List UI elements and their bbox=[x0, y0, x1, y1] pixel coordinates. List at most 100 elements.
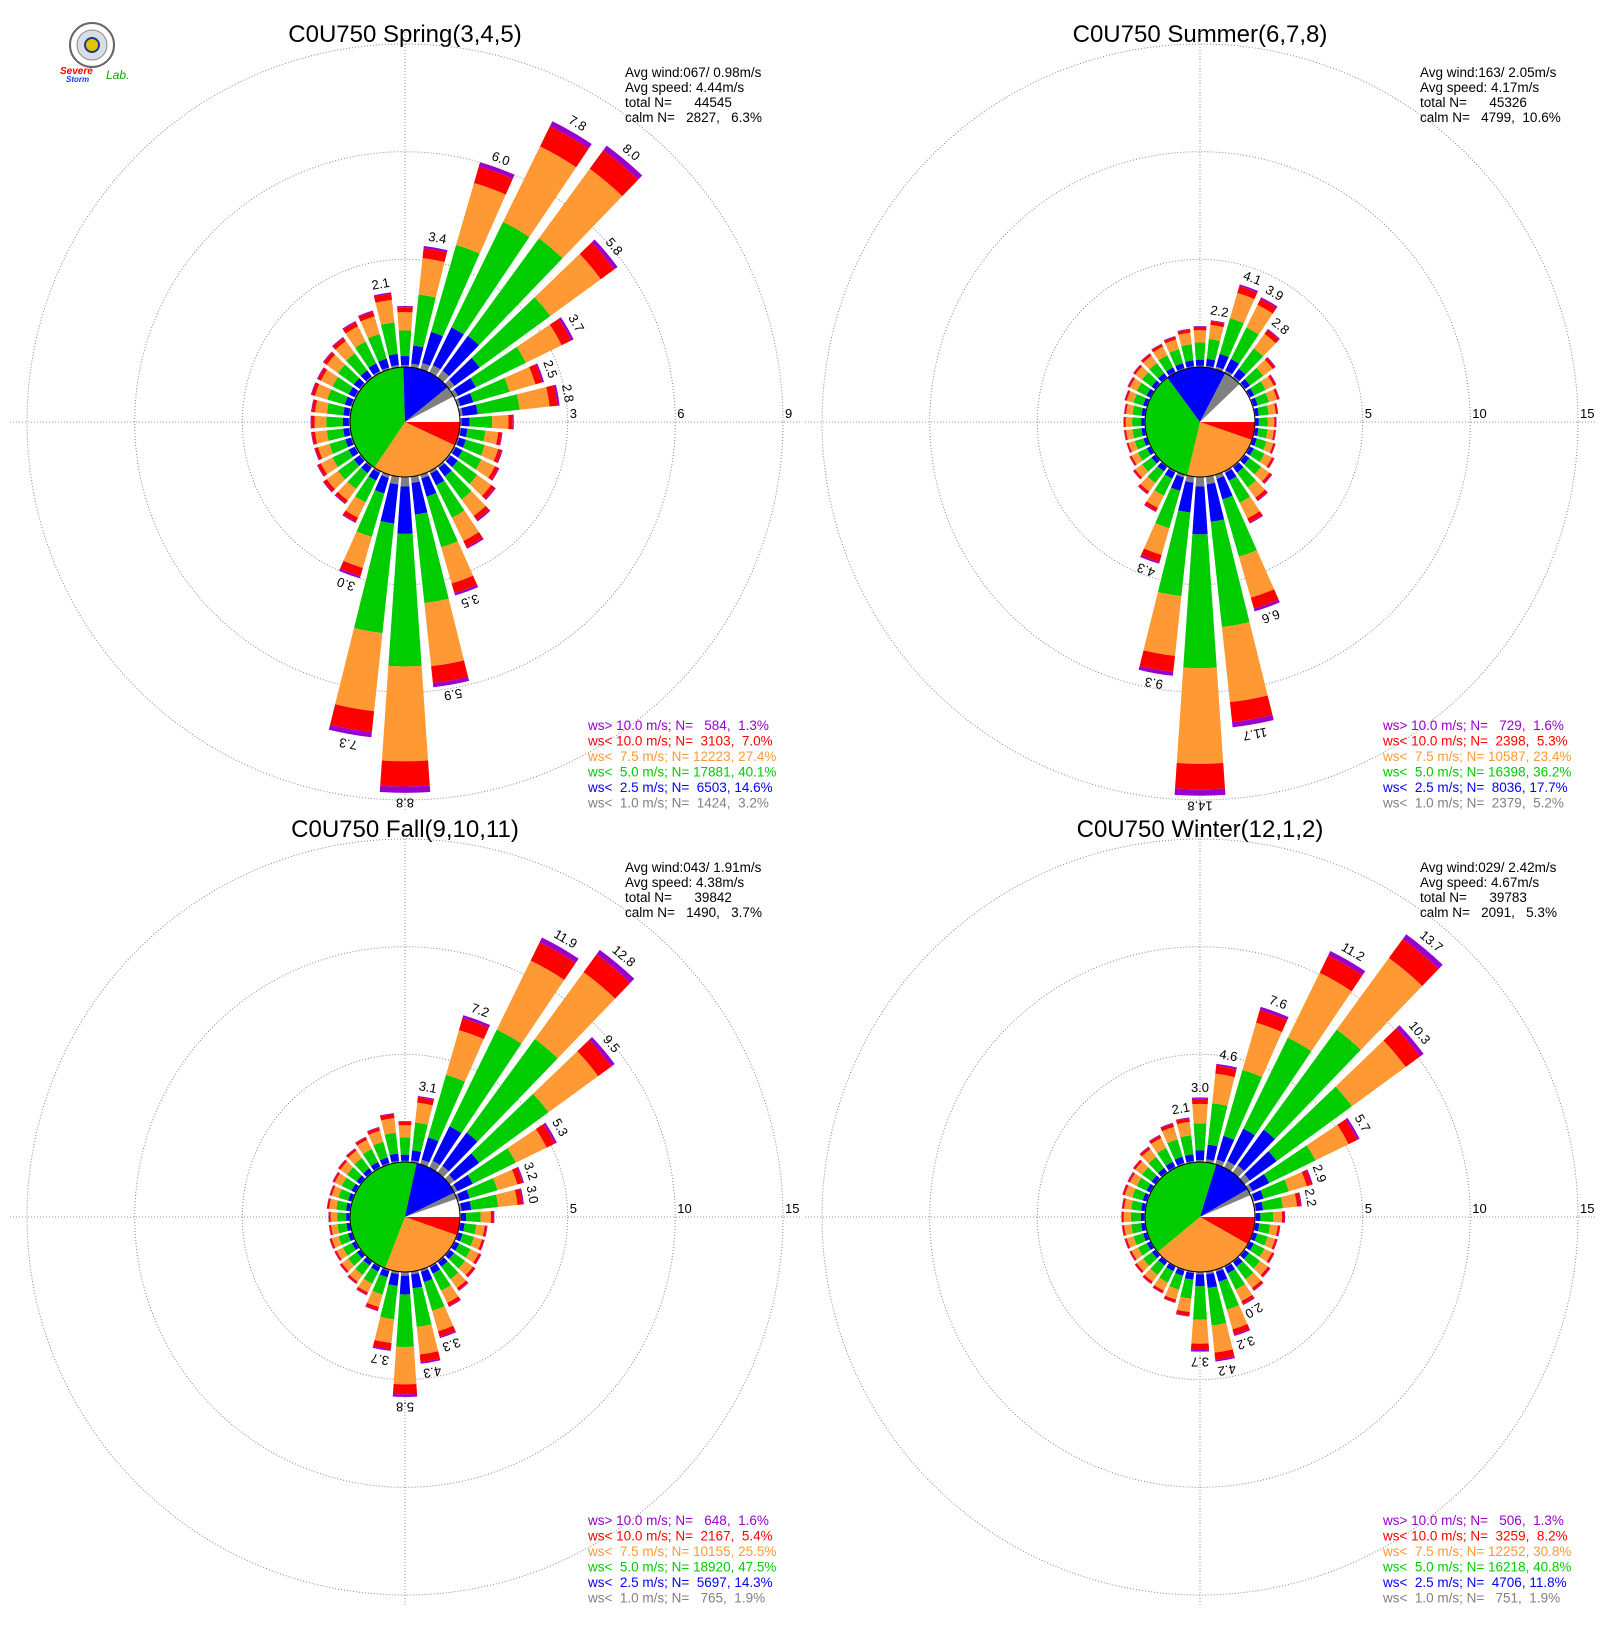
bar-segment bbox=[451, 446, 463, 458]
bar-segment bbox=[343, 531, 372, 568]
bar-segment bbox=[488, 466, 499, 481]
bar-segment bbox=[1135, 464, 1149, 478]
bar-segment bbox=[1280, 1193, 1298, 1209]
bar-segment bbox=[457, 1189, 470, 1202]
bar-segment bbox=[326, 354, 346, 374]
bar-segment bbox=[1241, 1294, 1255, 1305]
bar-segment bbox=[1181, 344, 1194, 362]
pie-slice bbox=[374, 422, 455, 478]
bar-segment bbox=[1268, 1224, 1278, 1236]
bar-segment bbox=[1301, 1169, 1312, 1187]
bar-segment bbox=[392, 1393, 418, 1397]
bar-segment bbox=[1337, 1119, 1358, 1145]
bar-segment bbox=[449, 1029, 522, 1134]
wind-rose-bar: 6.6 bbox=[1215, 472, 1282, 627]
wind-rose-bar bbox=[1254, 416, 1277, 428]
bar-segment bbox=[1206, 1273, 1218, 1288]
wind-rose-bar bbox=[1129, 446, 1155, 466]
bar-segment bbox=[1151, 1175, 1160, 1185]
wind-rose-bar: 8.0 bbox=[437, 141, 643, 383]
bar-segment bbox=[1253, 1260, 1268, 1276]
bar-value-label: 7.6 bbox=[1267, 992, 1289, 1012]
bar-segment bbox=[1219, 318, 1244, 358]
bar-segment bbox=[342, 321, 357, 330]
bar-segment bbox=[1129, 456, 1136, 466]
pie-slice bbox=[1200, 1164, 1248, 1217]
range-ring bbox=[929, 946, 1471, 1488]
bar-segment bbox=[539, 937, 579, 963]
bar-segment bbox=[358, 1278, 373, 1293]
bar-segment bbox=[332, 449, 353, 468]
bar-segment bbox=[465, 428, 486, 442]
bar-segment bbox=[512, 414, 514, 430]
ring-label: 3 bbox=[570, 406, 577, 421]
bar-segment bbox=[328, 1211, 331, 1223]
wind-rose-bar bbox=[459, 414, 514, 430]
bar-segment bbox=[1254, 1233, 1268, 1246]
wind-rose-bar bbox=[342, 321, 381, 377]
bar-value-label: 2.8 bbox=[559, 383, 577, 403]
bar-segment bbox=[368, 363, 381, 375]
wind-rose-bar: 3.0 bbox=[1191, 1080, 1209, 1163]
wind-rose-bar bbox=[332, 336, 373, 383]
bar-segment bbox=[1165, 339, 1180, 353]
bar-segment bbox=[326, 1198, 330, 1209]
bar-segment bbox=[400, 476, 410, 487]
bar-segment bbox=[1140, 548, 1162, 563]
bar-segment bbox=[1127, 376, 1134, 387]
bar-segment bbox=[1137, 448, 1151, 461]
bar-segment bbox=[467, 238, 563, 346]
bar-segment bbox=[348, 1232, 355, 1242]
wind-rose-bar bbox=[1175, 1270, 1195, 1317]
wind-rose-bar bbox=[1254, 1211, 1286, 1223]
bar-segment bbox=[481, 484, 495, 500]
bar-segment bbox=[342, 417, 349, 427]
bar-segment bbox=[316, 367, 325, 380]
bar-segment bbox=[1244, 1151, 1277, 1181]
bar-segment bbox=[1144, 501, 1158, 512]
pie-slice bbox=[1200, 373, 1240, 422]
pie-slice bbox=[405, 1192, 457, 1217]
bar-segment bbox=[381, 472, 390, 478]
bar-segment bbox=[1193, 326, 1207, 331]
bar-segment bbox=[339, 1264, 348, 1274]
bar-segment bbox=[1195, 359, 1205, 366]
ring-label: 15 bbox=[1580, 1201, 1594, 1216]
bar-segment bbox=[1132, 1159, 1141, 1169]
wind-rose-bar: 12.8 bbox=[437, 942, 638, 1178]
bar-segment bbox=[1157, 1147, 1173, 1166]
bar-segment bbox=[1176, 667, 1224, 764]
bar-segment bbox=[1194, 342, 1206, 360]
bar-segment bbox=[417, 1097, 434, 1106]
legend-entry: ws< 5.0 m/s; N= 16218, 40.8% bbox=[1382, 1560, 1571, 1575]
bar-segment bbox=[1244, 458, 1262, 475]
bar-segment bbox=[1265, 389, 1278, 403]
bar-segment bbox=[1256, 1010, 1288, 1033]
bar-segment bbox=[444, 454, 451, 462]
bar-segment bbox=[351, 1183, 359, 1193]
bar-segment bbox=[441, 1261, 459, 1280]
wind-rose-bar: 9.5 bbox=[444, 1032, 623, 1185]
bar-value-label: 3.5 bbox=[459, 591, 481, 611]
bar-segment bbox=[1185, 360, 1195, 368]
bar-segment bbox=[1239, 1174, 1250, 1185]
bar-segment bbox=[1266, 457, 1275, 468]
wind-rose-bar: 5.7 bbox=[1245, 1111, 1374, 1193]
bar-segment bbox=[1294, 1192, 1301, 1207]
bar-segment bbox=[483, 430, 499, 445]
bar-segment bbox=[1132, 428, 1143, 439]
bar-segment bbox=[365, 1305, 379, 1312]
bar-segment bbox=[1122, 1184, 1127, 1195]
wind-rose-bar bbox=[1163, 336, 1185, 372]
stats-line: Avg wind:163/ 2.05m/s bbox=[1420, 65, 1557, 80]
bar-segment bbox=[553, 384, 560, 406]
bar-segment bbox=[1248, 1174, 1270, 1192]
wind-rose-bar bbox=[1123, 427, 1147, 441]
bar-segment bbox=[1180, 1278, 1194, 1299]
bar-segment bbox=[1136, 1258, 1150, 1272]
bar-segment bbox=[540, 126, 589, 168]
bar-segment bbox=[493, 448, 502, 463]
bar-segment bbox=[329, 1224, 333, 1236]
wind-rose-bar bbox=[1148, 1134, 1176, 1172]
bar-segment bbox=[371, 1263, 381, 1272]
